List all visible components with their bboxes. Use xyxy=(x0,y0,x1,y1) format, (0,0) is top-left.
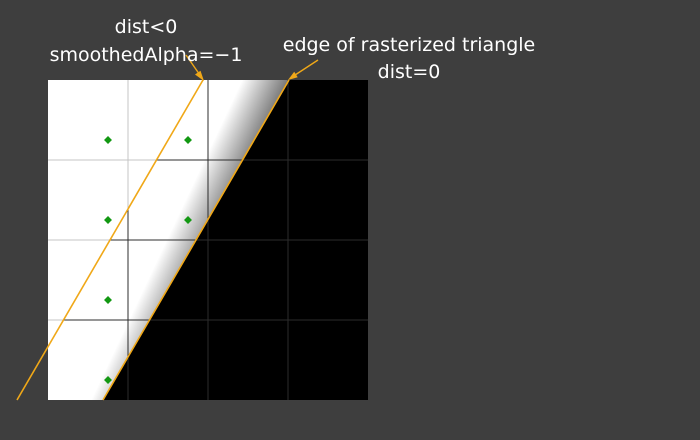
dist-negative-label: dist<0 xyxy=(114,16,178,38)
triangle-edge-line xyxy=(102,79,290,401)
pixel-center-marker xyxy=(184,216,192,224)
arrow-to-triangle-edge xyxy=(288,59,319,80)
smoothed-alpha-label: smoothedAlpha=−1 xyxy=(49,44,243,66)
smoothed-alpha-edge-line xyxy=(16,79,204,401)
pixel-center-marker xyxy=(184,136,192,144)
arrow-to-smoothed-edge xyxy=(185,54,204,81)
dist-zero-label: dist=0 xyxy=(377,61,441,83)
pixel-center-marker xyxy=(104,216,112,224)
pixel-center-marker xyxy=(104,136,112,144)
edge-title-label: edge of rasterized triangle xyxy=(282,34,536,56)
pixel-grid xyxy=(48,80,368,400)
